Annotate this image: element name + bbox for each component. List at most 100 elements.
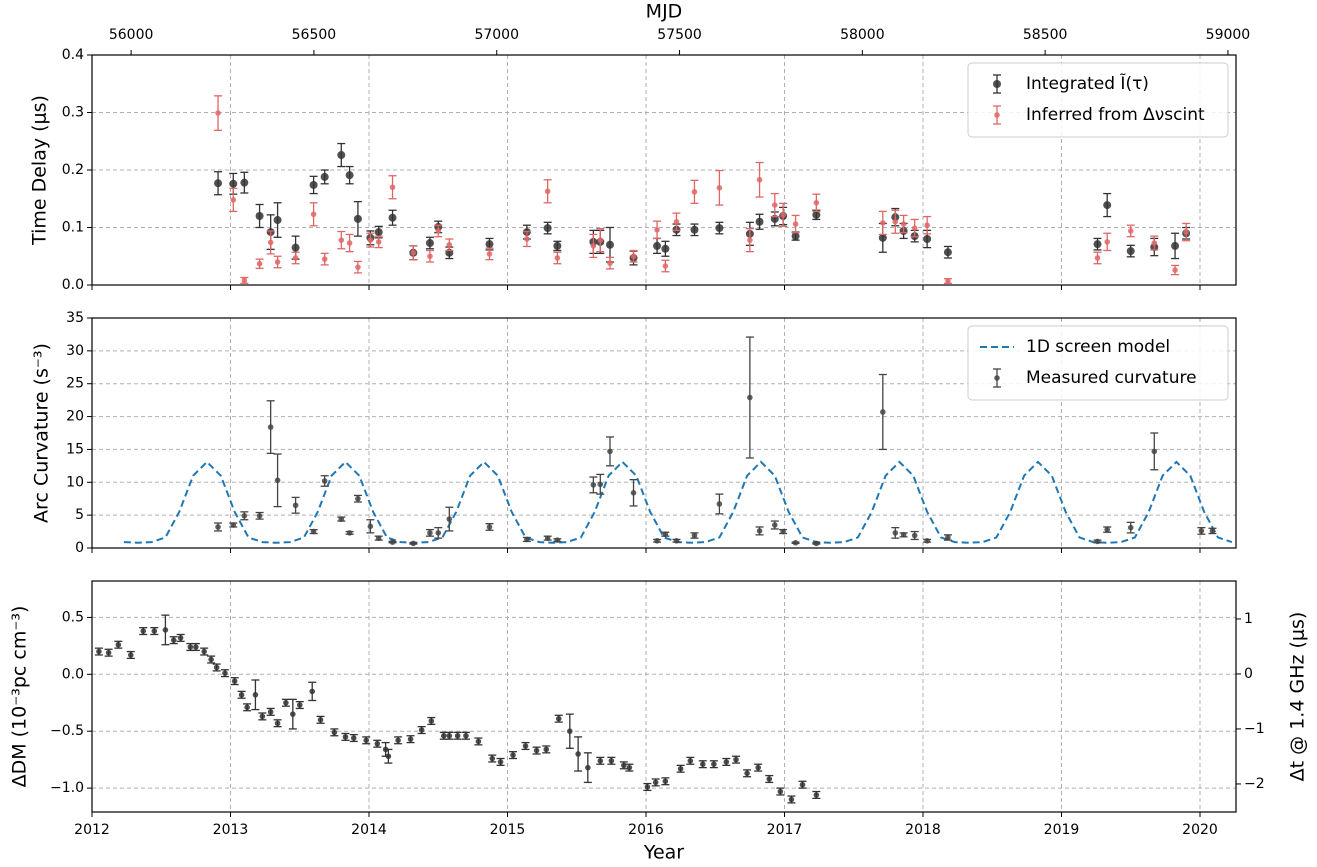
marker [1209, 528, 1216, 534]
marker [1104, 526, 1110, 533]
error-bar [1126, 521, 1135, 534]
error-bar [715, 493, 724, 515]
marker [321, 478, 328, 484]
error-bar [745, 227, 754, 253]
marker [127, 652, 134, 658]
error-bar [169, 636, 178, 645]
x-tick-label: 2018 [905, 822, 941, 838]
error-bar [288, 698, 297, 730]
marker [993, 80, 1001, 88]
error-bar [273, 453, 282, 508]
marker [630, 253, 637, 260]
marker [590, 482, 597, 488]
error-bar [1197, 526, 1206, 535]
x-tick-label: 2012 [74, 822, 110, 838]
marker [338, 237, 345, 243]
marker [292, 255, 299, 261]
error-bar [690, 532, 699, 539]
error-bar [240, 511, 249, 521]
marker [427, 530, 433, 536]
error-bar [672, 212, 681, 232]
error-bar [366, 519, 375, 534]
marker [711, 761, 717, 768]
legend: 1D screen model Measured curvature [967, 325, 1229, 401]
error-bar [553, 251, 562, 265]
marker [524, 536, 530, 543]
y2-tick-label: 0 [1244, 666, 1253, 682]
marker [310, 211, 317, 218]
y-tick-label: 10 [66, 474, 84, 490]
legend-label: Measured curvature [1026, 368, 1197, 388]
y-tick-label: 0.5 [62, 609, 84, 625]
y-tick-label: 0.2 [62, 162, 84, 178]
marker [214, 179, 223, 188]
error-bar [337, 230, 346, 250]
marker [892, 530, 899, 536]
marker [193, 644, 199, 650]
error-bar [878, 373, 887, 451]
error-bar [543, 179, 552, 204]
marker [222, 670, 228, 676]
marker [690, 225, 699, 234]
error-bar [690, 179, 699, 205]
error-bar [891, 209, 900, 234]
error-bar [273, 202, 282, 238]
marker [252, 691, 259, 698]
marker [1127, 524, 1134, 531]
marker [654, 537, 660, 544]
marker [338, 516, 345, 522]
marker [497, 759, 504, 765]
marker [945, 534, 951, 541]
marker [1151, 448, 1158, 455]
marker [489, 755, 496, 762]
marker [691, 189, 698, 195]
error-bar [715, 221, 724, 235]
marker [812, 210, 821, 219]
error-bar [373, 739, 382, 748]
y-tick-label: 0.0 [62, 277, 84, 293]
marker [151, 628, 158, 634]
error-bar [574, 736, 583, 772]
error-bar [589, 476, 598, 494]
marker [780, 212, 786, 218]
legend-label: Integrated Ĩ(τ) [1026, 72, 1149, 94]
error-bar [1093, 237, 1102, 251]
marker [256, 260, 263, 267]
error-bar [943, 278, 952, 284]
marker [766, 776, 773, 782]
error-bar [607, 756, 616, 765]
marker [777, 788, 784, 795]
error-bar [605, 226, 614, 263]
error-bar [453, 731, 462, 740]
marker [756, 528, 763, 534]
marker [267, 709, 274, 715]
error-bar [295, 700, 304, 710]
error-bar [353, 200, 362, 237]
error-bar [474, 737, 483, 746]
marker [994, 375, 1000, 381]
error-bar [522, 536, 531, 543]
marker [292, 502, 299, 509]
marker [331, 729, 338, 736]
marker [677, 765, 684, 772]
marker [923, 235, 932, 243]
error-bar [243, 703, 252, 712]
error-bar [237, 690, 246, 699]
marker [644, 784, 651, 790]
marker [310, 528, 317, 535]
error-bar [722, 757, 731, 766]
error-bar [791, 214, 800, 234]
marker [267, 424, 274, 430]
error-bar [114, 640, 123, 649]
marker [283, 699, 289, 706]
y-tick-label: 30 [66, 343, 84, 359]
error-bar [899, 214, 908, 234]
y-axis-label: ΔDM (10⁻³pc cm⁻³) [9, 606, 31, 788]
marker [924, 222, 930, 228]
marker [240, 178, 249, 187]
error-bar [653, 220, 662, 240]
marker [607, 260, 613, 266]
error-bar [745, 336, 754, 459]
error-bar [229, 522, 238, 528]
error-bar [1103, 192, 1112, 218]
